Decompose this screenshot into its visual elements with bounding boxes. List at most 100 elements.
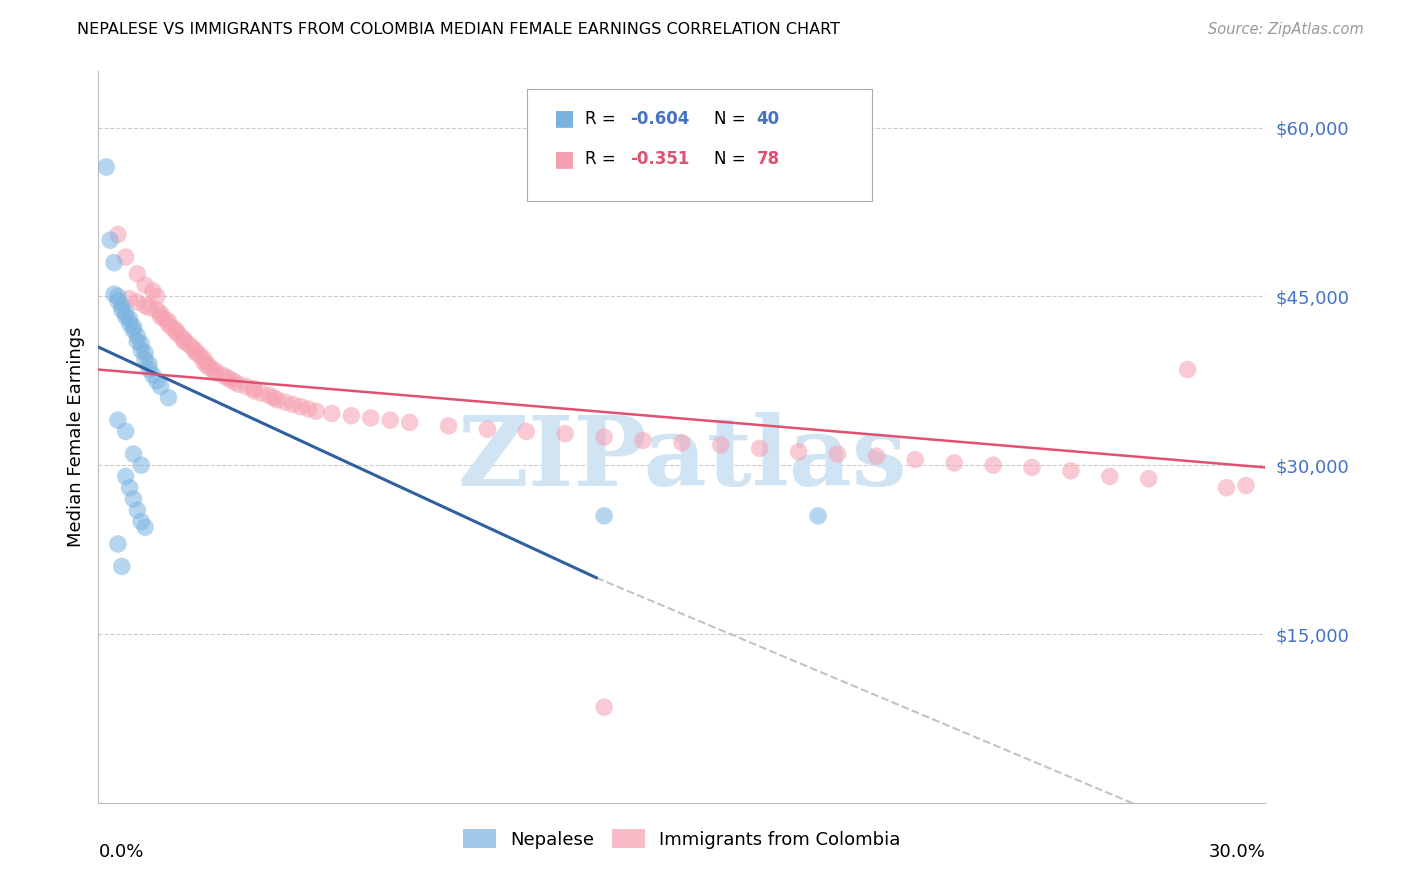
- Point: [243, 382, 266, 396]
- Point: [1234, 478, 1257, 492]
- Point: [827, 447, 849, 461]
- Point: [107, 537, 129, 551]
- Point: [904, 452, 927, 467]
- Point: [195, 357, 218, 371]
- Text: R =: R =: [585, 150, 621, 168]
- Point: [127, 503, 149, 517]
- Point: [134, 345, 156, 359]
- Point: [243, 384, 266, 398]
- Point: [122, 447, 145, 461]
- Point: [107, 293, 129, 308]
- Text: ZIPatlas: ZIPatlas: [457, 412, 907, 506]
- Point: [184, 343, 207, 358]
- Point: [297, 401, 319, 416]
- Point: [631, 434, 654, 448]
- Text: 78: 78: [756, 150, 779, 168]
- Point: [173, 332, 195, 346]
- Text: -0.604: -0.604: [630, 110, 689, 128]
- Point: [111, 302, 134, 317]
- Text: N =: N =: [714, 150, 751, 168]
- Point: [671, 435, 693, 450]
- Point: [219, 373, 242, 387]
- Point: [165, 323, 187, 337]
- Point: [114, 425, 136, 439]
- Point: [710, 438, 733, 452]
- Point: [305, 404, 328, 418]
- Point: [398, 416, 420, 430]
- Point: [114, 250, 136, 264]
- Point: [107, 289, 129, 303]
- Point: [943, 456, 966, 470]
- Point: [134, 278, 156, 293]
- Text: NEPALESE VS IMMIGRANTS FROM COLOMBIA MEDIAN FEMALE EARNINGS CORRELATION CHART: NEPALESE VS IMMIGRANTS FROM COLOMBIA MED…: [77, 22, 841, 37]
- Point: [262, 391, 284, 405]
- Point: [142, 284, 165, 298]
- Point: [1177, 362, 1199, 376]
- Point: [193, 351, 215, 366]
- Point: [593, 430, 616, 444]
- Point: [103, 287, 125, 301]
- Text: 40: 40: [756, 110, 779, 128]
- Point: [134, 352, 156, 367]
- Point: [360, 411, 382, 425]
- Point: [138, 362, 160, 376]
- Point: [515, 425, 537, 439]
- Point: [250, 386, 273, 401]
- Text: 30.0%: 30.0%: [1209, 843, 1265, 861]
- Point: [107, 227, 129, 242]
- Point: [437, 418, 460, 433]
- Point: [1137, 472, 1160, 486]
- Point: [114, 469, 136, 483]
- Text: ■: ■: [554, 109, 575, 128]
- Point: [593, 700, 616, 714]
- Point: [107, 413, 129, 427]
- Point: [865, 449, 887, 463]
- Point: [1098, 469, 1121, 483]
- Text: 0.0%: 0.0%: [98, 843, 143, 861]
- Point: [807, 508, 830, 523]
- Point: [228, 377, 250, 392]
- Point: [127, 295, 149, 310]
- Point: [96, 160, 118, 174]
- Point: [111, 298, 134, 312]
- Point: [157, 314, 180, 328]
- Point: [274, 395, 297, 409]
- Point: [157, 318, 180, 332]
- Point: [340, 409, 363, 423]
- Point: [215, 370, 238, 384]
- Point: [111, 559, 134, 574]
- Point: [129, 458, 152, 473]
- Point: [981, 458, 1004, 473]
- Point: [193, 354, 215, 368]
- Point: [142, 368, 165, 383]
- Point: [146, 289, 169, 303]
- Text: N =: N =: [714, 110, 751, 128]
- Point: [138, 357, 160, 371]
- Point: [153, 312, 176, 326]
- Point: [122, 319, 145, 334]
- Point: [149, 379, 172, 393]
- Point: [173, 334, 195, 349]
- Point: [138, 301, 160, 315]
- Point: [149, 310, 172, 324]
- Point: [149, 306, 172, 320]
- Point: [169, 328, 191, 343]
- Point: [129, 343, 152, 358]
- Point: [380, 413, 402, 427]
- Point: [134, 298, 156, 312]
- Point: [290, 400, 312, 414]
- Point: [134, 520, 156, 534]
- Legend: Nepalese, Immigrants from Colombia: Nepalese, Immigrants from Colombia: [456, 822, 908, 856]
- Point: [1060, 464, 1083, 478]
- Point: [127, 334, 149, 349]
- Point: [200, 361, 222, 376]
- Point: [103, 255, 125, 269]
- Point: [204, 364, 226, 378]
- Point: [127, 267, 149, 281]
- Point: [146, 374, 169, 388]
- Point: [259, 388, 281, 402]
- Text: -0.351: -0.351: [630, 150, 689, 168]
- Point: [1021, 460, 1043, 475]
- Point: [224, 375, 246, 389]
- Point: [748, 442, 770, 456]
